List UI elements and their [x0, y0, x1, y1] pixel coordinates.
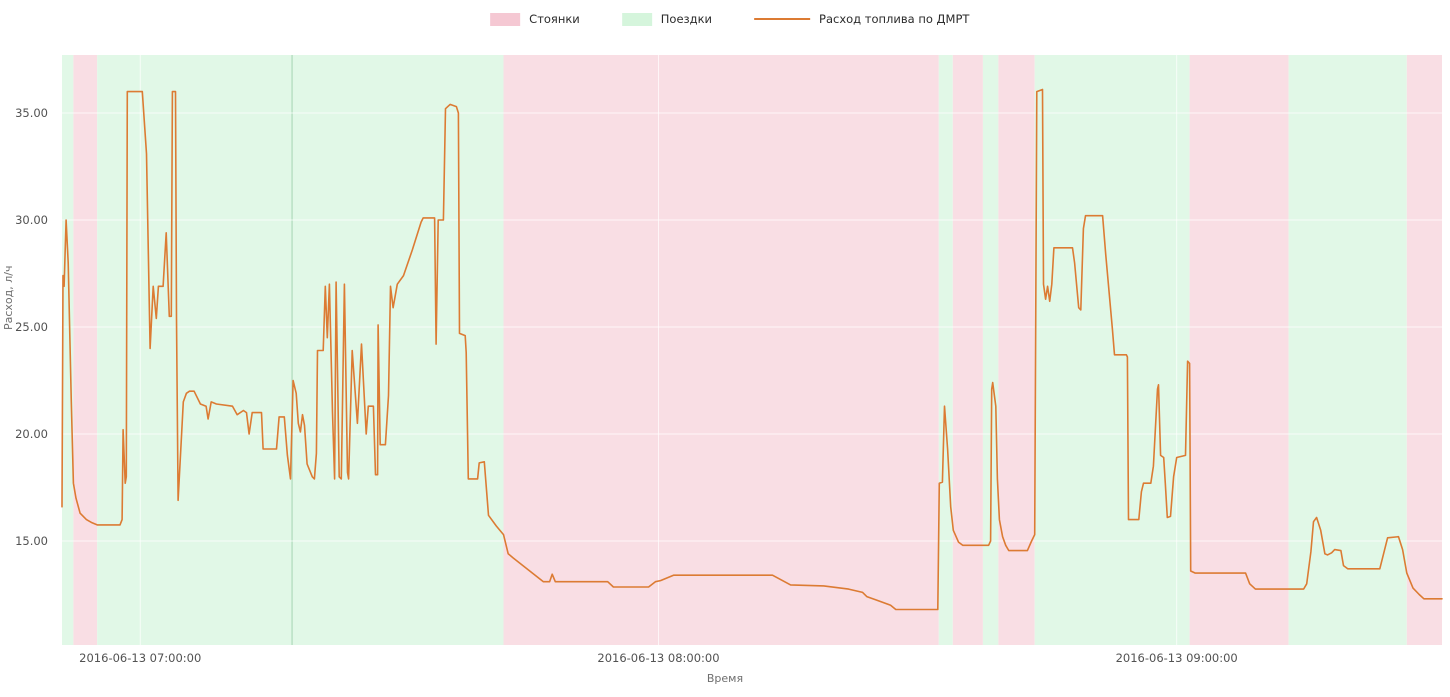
legend-label-parking: Стоянки: [529, 12, 580, 26]
trip-band: [97, 55, 292, 645]
trip-swatch-icon: [621, 12, 652, 26]
y-tick-label: 35.00: [15, 106, 48, 120]
parking-band: [73, 55, 98, 645]
y-axis-title: Расход, л/ч: [2, 265, 15, 331]
parking-swatch-icon: [490, 12, 521, 26]
x-axis-title: Время: [706, 672, 744, 685]
legend-label-trips: Поездки: [660, 12, 713, 26]
trip-band: [292, 55, 504, 645]
trip-band: [62, 55, 74, 645]
parking-band: [503, 55, 939, 645]
chart-legend: Стоянки Поездки Расход топлива по ДМРТ: [490, 12, 969, 26]
trip-band: [938, 55, 953, 645]
x-tick-label: 2016-06-13 09:00:00: [1116, 651, 1238, 665]
parking-band: [998, 55, 1035, 645]
y-tick-label: 30.00: [15, 213, 48, 227]
line-swatch-icon: [754, 18, 811, 20]
fuel-consumption-line: [61, 88, 1443, 611]
trip-band: [1034, 55, 1190, 645]
trip-band: [982, 55, 999, 645]
x-tick-label: 2016-06-13 07:00:00: [79, 651, 201, 665]
parking-band: [952, 55, 983, 645]
y-tick-label: 25.00: [15, 320, 48, 334]
legend-item-parking[interactable]: Стоянки: [490, 12, 580, 26]
x-tick-label: 2016-06-13 08:00:00: [597, 651, 719, 665]
parking-band: [1406, 55, 1442, 645]
y-tick-label: 15.00: [15, 534, 48, 548]
legend-item-fuel-line[interactable]: Расход топлива по ДМРТ: [754, 12, 969, 26]
parking-band: [1189, 55, 1289, 645]
legend-item-trips[interactable]: Поездки: [621, 12, 713, 26]
legend-label-fuel-line: Расход топлива по ДМРТ: [819, 12, 970, 26]
trip-band: [1288, 55, 1407, 645]
y-tick-label: 20.00: [15, 427, 48, 441]
